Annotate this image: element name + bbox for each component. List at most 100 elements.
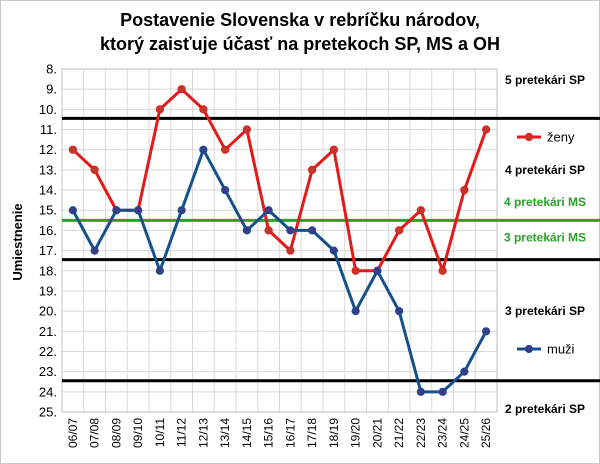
y-tick-label: 17. bbox=[39, 243, 57, 258]
x-tick-label: 20/21 bbox=[370, 418, 384, 448]
data-point bbox=[460, 367, 469, 376]
legend-label: ženy bbox=[547, 130, 575, 145]
data-point bbox=[264, 226, 273, 235]
x-tick-label: 17/18 bbox=[305, 418, 319, 448]
data-point bbox=[199, 145, 208, 154]
y-tick-label: 11. bbox=[40, 122, 57, 137]
chart-title-line2: ktorý zaisťuje účasť na pretekoch SP, MS… bbox=[100, 34, 500, 54]
x-tick-label: 10/11 bbox=[153, 418, 167, 447]
x-tick-label: 21/22 bbox=[392, 418, 406, 448]
y-tick-label: 8. bbox=[46, 62, 57, 77]
threshold-layer bbox=[62, 116, 600, 383]
x-tick-label: 22/23 bbox=[414, 418, 428, 448]
y-tick-label: 18. bbox=[39, 263, 57, 278]
x-tick-label: 07/08 bbox=[88, 418, 102, 448]
threshold-annotation: 3 pretekári MS bbox=[504, 230, 586, 244]
data-point bbox=[308, 226, 317, 235]
data-point bbox=[286, 246, 295, 255]
data-point bbox=[438, 387, 447, 396]
data-point bbox=[90, 165, 99, 174]
chart-title-line1: Postavenie Slovenska v rebríčku národov, bbox=[120, 10, 480, 30]
x-tick-label: 16/17 bbox=[283, 418, 297, 448]
threshold-annotation: 4 pretekári MS bbox=[504, 195, 586, 209]
data-point bbox=[68, 206, 77, 215]
legend-layer: ženy muži bbox=[517, 130, 575, 357]
x-tick-label: 13/14 bbox=[218, 418, 232, 448]
y-tick-label: 14. bbox=[39, 183, 57, 198]
data-point bbox=[177, 206, 186, 215]
threshold-annotation: 5 pretekári SP bbox=[505, 73, 585, 87]
data-point bbox=[242, 226, 251, 235]
threshold-annotation: 4 pretekári SP bbox=[505, 163, 585, 177]
series-line bbox=[71, 148, 488, 394]
data-point bbox=[155, 266, 164, 275]
data-point bbox=[242, 125, 251, 134]
data-point bbox=[416, 387, 425, 396]
x-tick-label: 11/12 bbox=[175, 418, 189, 447]
x-tick-label: 25/26 bbox=[479, 418, 493, 448]
series-line bbox=[71, 87, 488, 273]
data-point bbox=[199, 105, 208, 114]
data-point bbox=[286, 226, 295, 235]
y-tick-label: 21. bbox=[39, 324, 57, 339]
data-point bbox=[351, 307, 360, 316]
y-tick-label: 15. bbox=[39, 203, 57, 218]
data-point bbox=[90, 246, 99, 255]
y-tick-label: 22. bbox=[39, 344, 57, 359]
y-tick-label: 23. bbox=[39, 364, 57, 379]
y-tick-label: 20. bbox=[39, 304, 57, 319]
annotation-layer: 5 pretekári SP 4 pretekári SP 4 pretekári … bbox=[504, 73, 586, 416]
data-point bbox=[177, 85, 186, 94]
x-tick-label: 15/16 bbox=[262, 418, 276, 448]
y-tick-label: 24. bbox=[39, 384, 57, 399]
data-point bbox=[329, 145, 338, 154]
data-point bbox=[395, 307, 404, 316]
data-point bbox=[68, 145, 77, 154]
y-tick-label: 16. bbox=[39, 223, 57, 238]
y-tick-label: 12. bbox=[39, 142, 57, 157]
data-point bbox=[351, 266, 360, 275]
x-tick-label: 06/07 bbox=[66, 418, 80, 448]
data-point bbox=[308, 165, 317, 174]
data-point bbox=[134, 206, 143, 215]
y-tick-label: 13. bbox=[39, 162, 57, 177]
data-point bbox=[221, 145, 230, 154]
data-point bbox=[416, 206, 425, 215]
data-point bbox=[329, 246, 338, 255]
legend-marker bbox=[524, 344, 534, 354]
threshold-annotation: 2 pretekári SP bbox=[505, 402, 585, 416]
x-tick-label: 08/09 bbox=[109, 418, 123, 448]
x-tick-label: 19/20 bbox=[349, 418, 363, 448]
legend-label: muži bbox=[547, 342, 575, 357]
data-point bbox=[438, 266, 447, 275]
series-layer bbox=[68, 85, 491, 396]
y-tick-label: 19. bbox=[39, 283, 57, 298]
x-tick-label: 24/25 bbox=[457, 418, 471, 448]
y-tick-label: 25. bbox=[39, 405, 57, 420]
threshold-annotation: 3 pretekári SP bbox=[505, 304, 585, 318]
data-point bbox=[155, 105, 164, 114]
axis-layer: 8. 9. 10. 11. 12. 13. 14. 15. 16. 17. 18. 19. 20. 21.… bbox=[39, 62, 493, 449]
data-point bbox=[395, 226, 404, 235]
x-tick-label: 14/15 bbox=[240, 418, 254, 448]
data-point bbox=[460, 185, 469, 195]
y-tick-label: 9. bbox=[46, 82, 57, 97]
x-tick-label: 18/19 bbox=[327, 418, 341, 448]
data-point bbox=[221, 185, 230, 195]
data-point bbox=[482, 327, 491, 336]
x-tick-label: 09/10 bbox=[131, 418, 145, 448]
grid-layer bbox=[61, 68, 498, 413]
legend-marker bbox=[524, 132, 534, 142]
data-point bbox=[264, 206, 273, 215]
y-axis-label: Umiestnenie bbox=[10, 203, 25, 280]
plot-frame bbox=[61, 68, 498, 413]
x-tick-label: 23/24 bbox=[436, 418, 450, 448]
y-tick-label: 10. bbox=[39, 102, 57, 117]
data-point bbox=[482, 125, 491, 134]
data-point bbox=[373, 266, 382, 275]
data-point bbox=[112, 206, 121, 215]
x-tick-label: 12/13 bbox=[196, 418, 210, 448]
